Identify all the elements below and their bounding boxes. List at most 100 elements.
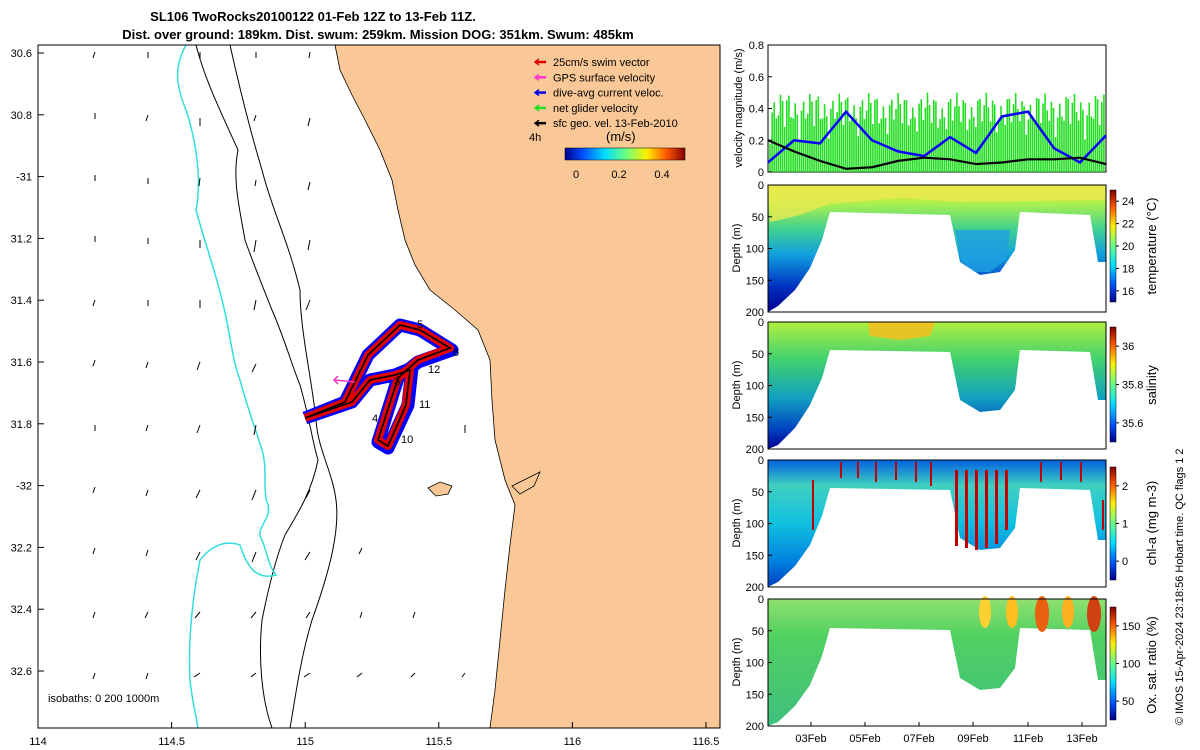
velocity-panel: 0 0.2 0.4 0.6 0.8 velocity magnitude (m/s): [733, 40, 1107, 179]
waypoint-label-12: 12: [428, 364, 440, 376]
temperature-panel: 0 50 100 150 200 Depth (m) 16 18 20 22 24 temper…: [731, 180, 1159, 319]
depth-tick-label: 100: [746, 381, 764, 393]
salinity-high-patch: [868, 322, 935, 340]
map-lon-ticks: 114 114.5 115 115.5 116 116.5: [29, 722, 719, 748]
depth-tick-label: 50: [752, 212, 764, 224]
date-x-ticks: 03Feb 05Feb 07Feb 09Feb 11Feb 13Feb: [795, 722, 1098, 745]
lat-tick-label: 30.8: [11, 110, 32, 122]
lat-tick-label: 32.6: [11, 666, 32, 678]
date-tick-label: 05Feb: [849, 733, 880, 745]
isobaths-label: isobaths: 0 200 1000m: [48, 693, 159, 705]
lat-tick-label: -32: [16, 481, 32, 493]
legend-arrowhead: [533, 119, 540, 127]
glider-track: [302, 318, 459, 455]
colorbar-tick-label: 1: [1122, 519, 1128, 531]
depth-tick-label: 50: [752, 626, 764, 638]
depth-tick-label: 0: [758, 455, 764, 467]
depth-tick-label: 0: [758, 594, 764, 606]
colorbar-tick-label: 24: [1122, 196, 1134, 208]
lat-tick-label: 32.2: [11, 542, 32, 554]
lon-tick-label: 114.5: [158, 736, 185, 748]
colorbar-tick-label: 0: [1122, 556, 1128, 568]
velocity-y-tick-label: 0: [758, 167, 764, 179]
waypoint-label-10: 10: [401, 434, 413, 446]
velocity-y-tick-label: 0.4: [749, 104, 764, 116]
colorbar-units: (m/s): [606, 129, 636, 144]
waypoint-label-11: 11: [419, 399, 430, 411]
isobath-1000m: [176, 44, 278, 729]
colorbar-tick-label: 35.6: [1122, 418, 1143, 430]
depth-tick-label: 200: [746, 582, 764, 594]
depth-tick-label: 100: [746, 244, 764, 256]
oxsat-colorbar: [1109, 606, 1117, 721]
salinity-depth-ylabel: Depth (m): [731, 361, 743, 410]
depth-tick-label: 150: [746, 550, 764, 562]
colorbar-tick-label: 36: [1122, 341, 1134, 353]
lon-tick-label: 115.5: [425, 736, 452, 748]
colorbar-tick-1: 0.2: [611, 169, 626, 181]
colorbar-tick-label: 100: [1122, 659, 1140, 671]
lat-tick-label: 32.4: [11, 604, 32, 616]
colorbar-tick-label: 35.8: [1122, 380, 1143, 392]
map-colorbar: [564, 147, 686, 161]
depth-tick-label: 0: [758, 180, 764, 192]
depth-tick-label: 100: [746, 658, 764, 670]
salinity-colorbar-label: salinity: [1144, 365, 1159, 405]
chla-high-dots: [812, 462, 1104, 550]
lat-tick-label: -31: [16, 172, 32, 184]
oxsat-panel: 0 50 100 150 200 Depth (m) 50 100 150 Ox. sat.…: [731, 594, 1159, 745]
date-tick-label: 13Feb: [1066, 733, 1097, 745]
colorbar-tick-label: 16: [1122, 286, 1134, 298]
legend-arrowhead: [533, 104, 540, 112]
map-lat-ticks: 30.6 30.8 -31 31.2 31.4 31.6 31.8 -32 32.2 32.4 32…: [11, 48, 44, 678]
chla-section: [768, 460, 1106, 587]
map-legend: 25cm/s swim vector GPS surface velocity di…: [529, 57, 686, 181]
legend-arrowhead: [533, 73, 540, 81]
date-tick-label: 09Feb: [957, 733, 988, 745]
lat-tick-label: 30.6: [11, 48, 32, 60]
legend-arrowhead: [533, 58, 540, 66]
depth-tick-label: 150: [746, 275, 764, 287]
colorbar-tick-label: 18: [1122, 263, 1134, 275]
legend-arrowhead: [533, 89, 540, 97]
waypoint-label-6: 6: [453, 347, 459, 359]
chla-panel: 0 50 100 150 200 Depth (m) 0 1 2 chl-a (mg m-3…: [731, 455, 1159, 594]
sfc-velocity-arrows: [92, 51, 466, 680]
velocity-y-tick-label: 0.6: [749, 72, 764, 84]
lat-tick-label: 31.8: [11, 419, 32, 431]
colorbar-corner-label: 4h: [529, 132, 541, 144]
colorbar-tick-0: 0: [573, 169, 579, 181]
title-line-2: Dist. over ground: 189km. Dist. swum: 25…: [122, 27, 634, 42]
legend-label: GPS surface velocity: [553, 72, 656, 84]
chla-depth-ylabel: Depth (m): [731, 499, 743, 548]
legend-label: sfc geo. vel. 13-Feb-2010: [553, 118, 678, 130]
depth-tick-label: 200: [746, 721, 764, 733]
colorbar-tick-label: 22: [1122, 219, 1134, 231]
sfc-geostrophic-line: [767, 139, 1107, 170]
gps-surface-velocity-arrow: [332, 375, 356, 385]
date-tick-label: 07Feb: [903, 733, 934, 745]
velocity-y-tick-label: 0.2: [749, 135, 764, 147]
chla-colorbar-label: chl-a (mg m-3): [1144, 481, 1159, 566]
temperature-warm-cap: [768, 185, 1106, 222]
map-island: [427, 481, 453, 497]
temperature-colorbar: [1109, 189, 1117, 303]
colorbar-tick-label: 50: [1122, 696, 1134, 708]
date-tick-label: 03Feb: [795, 733, 826, 745]
lon-tick-label: 115: [296, 736, 314, 748]
velocity-y-ticks: 0 0.2 0.4 0.6 0.8: [749, 40, 772, 179]
footer-qc-text: © IMOS 15-Apr-2024 23:18:56 Hobart time.…: [1174, 448, 1186, 725]
depth-tick-label: 200: [746, 444, 764, 456]
title-line-1: SL106 TwoRocks20100122 01-Feb 12Z to 13-…: [150, 9, 476, 24]
isobath-200m: [195, 44, 319, 729]
velocity-ylabel: velocity magnitude (m/s): [733, 48, 745, 167]
oxsat-high-bands: [979, 596, 1101, 632]
oxsat-depth-ylabel: Depth (m): [731, 638, 743, 687]
depth-tick-label: 50: [752, 349, 764, 361]
chla-colorbar: [1109, 466, 1117, 581]
dive-avg-current-line: [767, 109, 1107, 165]
map-panel: 5 6 12 3 11 4 10 30.6 30.8 -31 31.2 31.4 31.6…: [11, 44, 721, 748]
date-tick-label: 11Feb: [1013, 733, 1043, 745]
depth-tick-label: 50: [752, 487, 764, 499]
